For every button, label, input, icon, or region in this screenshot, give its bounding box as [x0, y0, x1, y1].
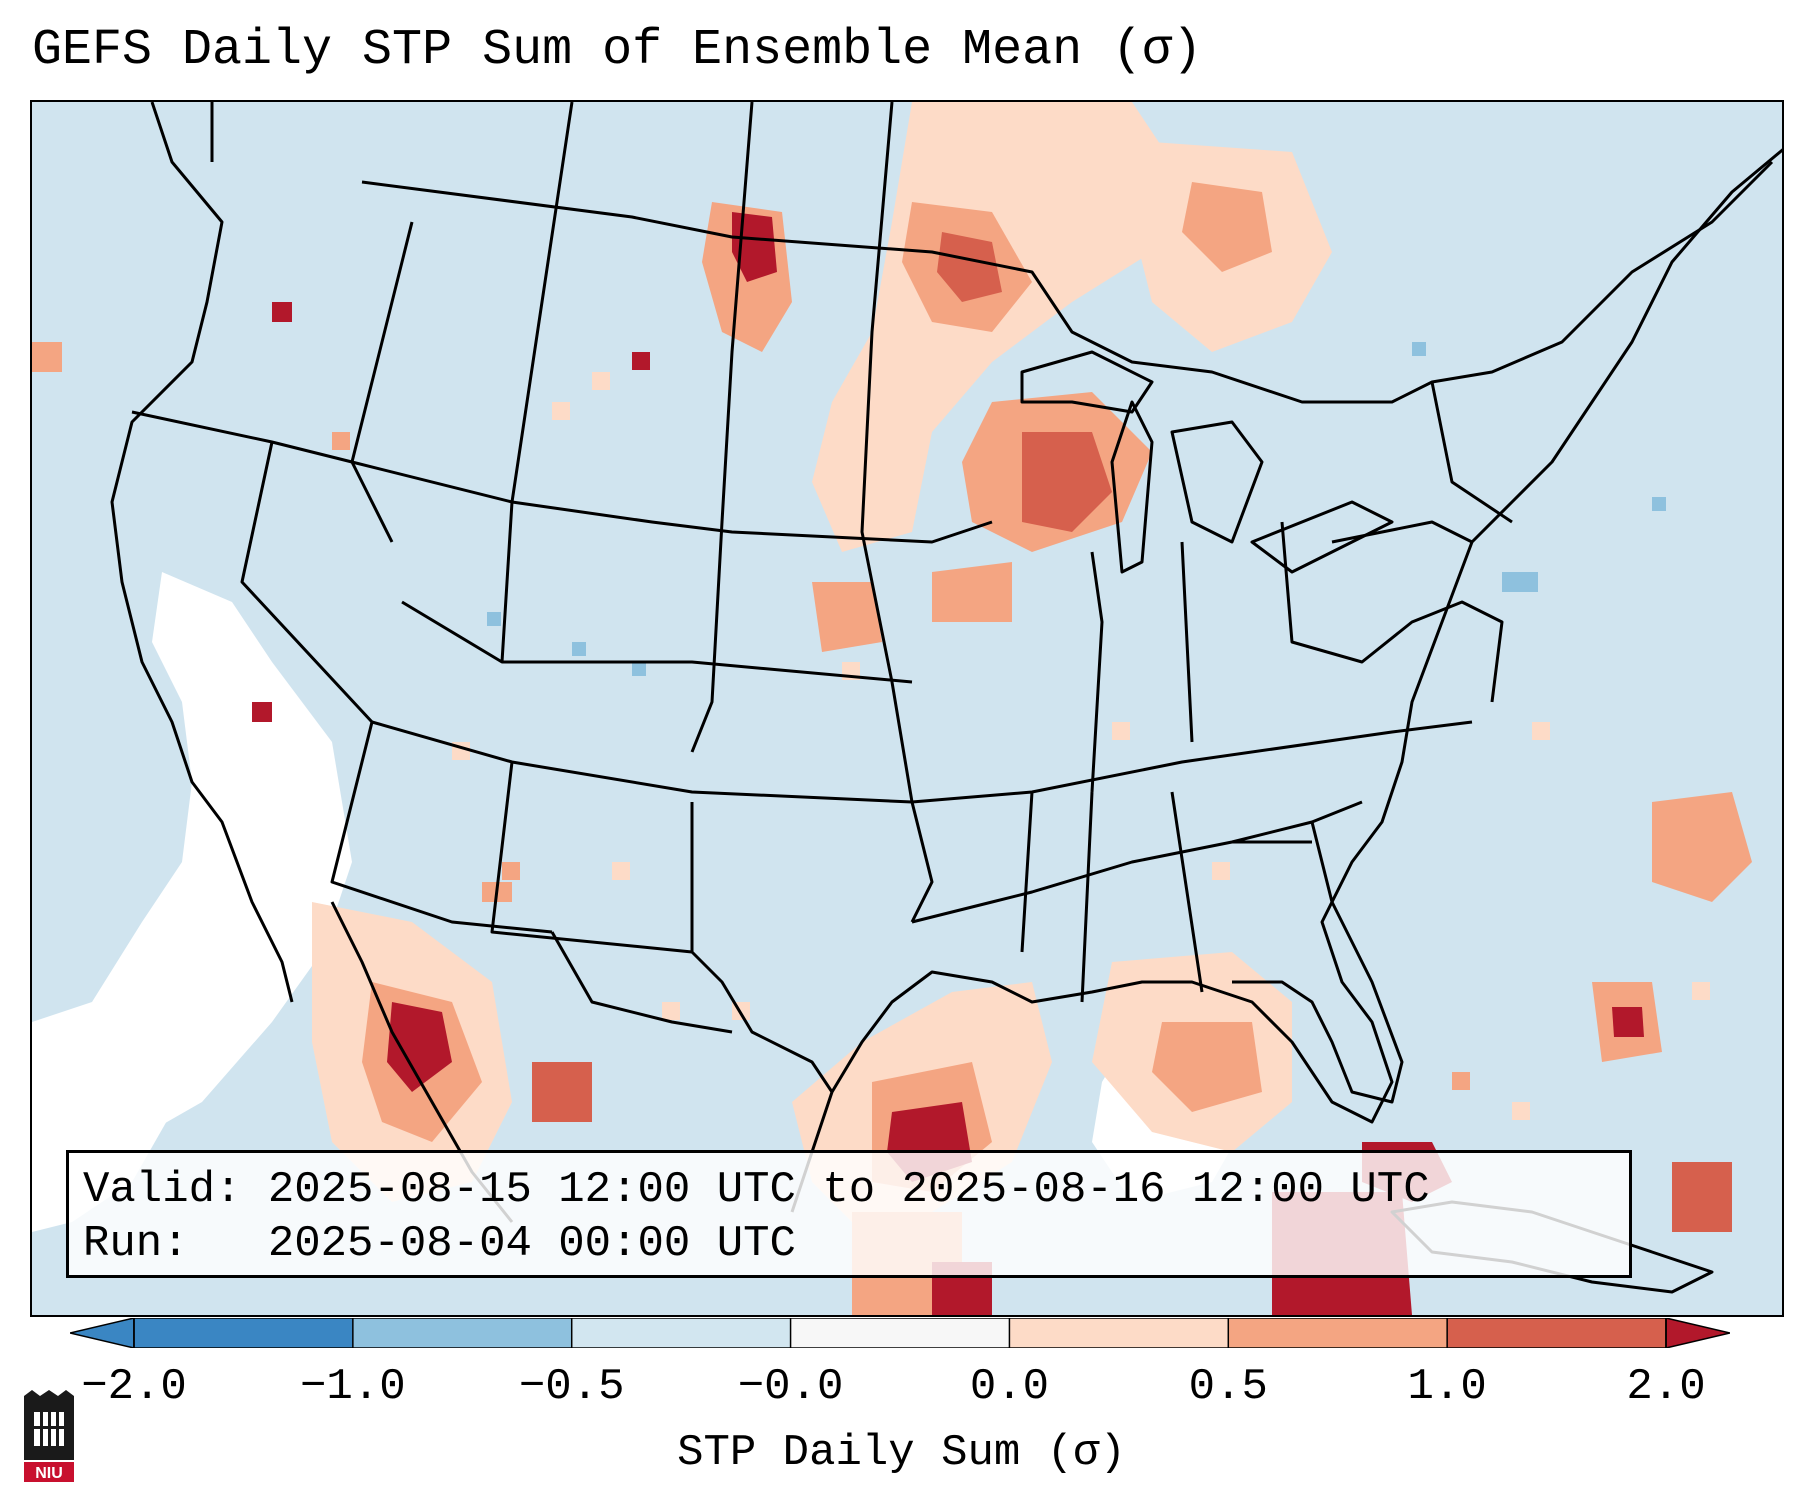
colorbar-tick-label: 1.0	[1407, 1362, 1487, 1412]
colorbar-segment	[1009, 1318, 1229, 1348]
colorbar-extend-low	[70, 1318, 135, 1348]
colorbar-tick-label: 0.0	[969, 1362, 1050, 1412]
state-boundaries	[110, 102, 1782, 1294]
colorbar-tick-label: 0.5	[1188, 1362, 1268, 1412]
map-panel[interactable]	[30, 100, 1784, 1317]
colorbar-label: STP Daily Sum (σ)	[677, 1428, 1126, 1478]
colorbar-tick-label: 2.0	[1626, 1362, 1706, 1412]
stp-scatter-pixels	[332, 342, 1710, 1120]
colorbar-tick-label: −0.0	[737, 1362, 844, 1412]
colorbar-segment	[352, 1318, 572, 1348]
colorbar-tick-label: −1.0	[300, 1362, 406, 1412]
colorbar-segment	[1228, 1318, 1448, 1348]
valid-info-box: Valid: 2025-08-15 12:00 UTC to 2025-08-1…	[66, 1150, 1632, 1278]
valid-time-line: Valid: 2025-08-15 12:00 UTC to 2025-08-1…	[83, 1165, 1430, 1215]
niu-logo-text: NIU	[35, 1465, 63, 1482]
colorbar-segment	[790, 1318, 1010, 1348]
colorbar-segment	[134, 1318, 353, 1348]
map-canvas	[32, 102, 1782, 1315]
colorbar	[70, 1318, 1730, 1348]
map-title: GEFS Daily STP Sum of Ensemble Mean (σ)	[32, 22, 1203, 79]
run-time-line: Run: 2025-08-04 00:00 UTC	[83, 1219, 796, 1269]
colorbar-extend-high	[1665, 1318, 1730, 1348]
colorbar-segment	[571, 1318, 791, 1348]
colorbar-segments	[70, 1318, 1730, 1348]
colorbar-tick-label: −2.0	[81, 1362, 187, 1412]
colorbar-tick-label: −0.5	[518, 1362, 625, 1412]
colorbar-segment	[1447, 1318, 1666, 1348]
niu-logo: NIU	[24, 1390, 74, 1482]
